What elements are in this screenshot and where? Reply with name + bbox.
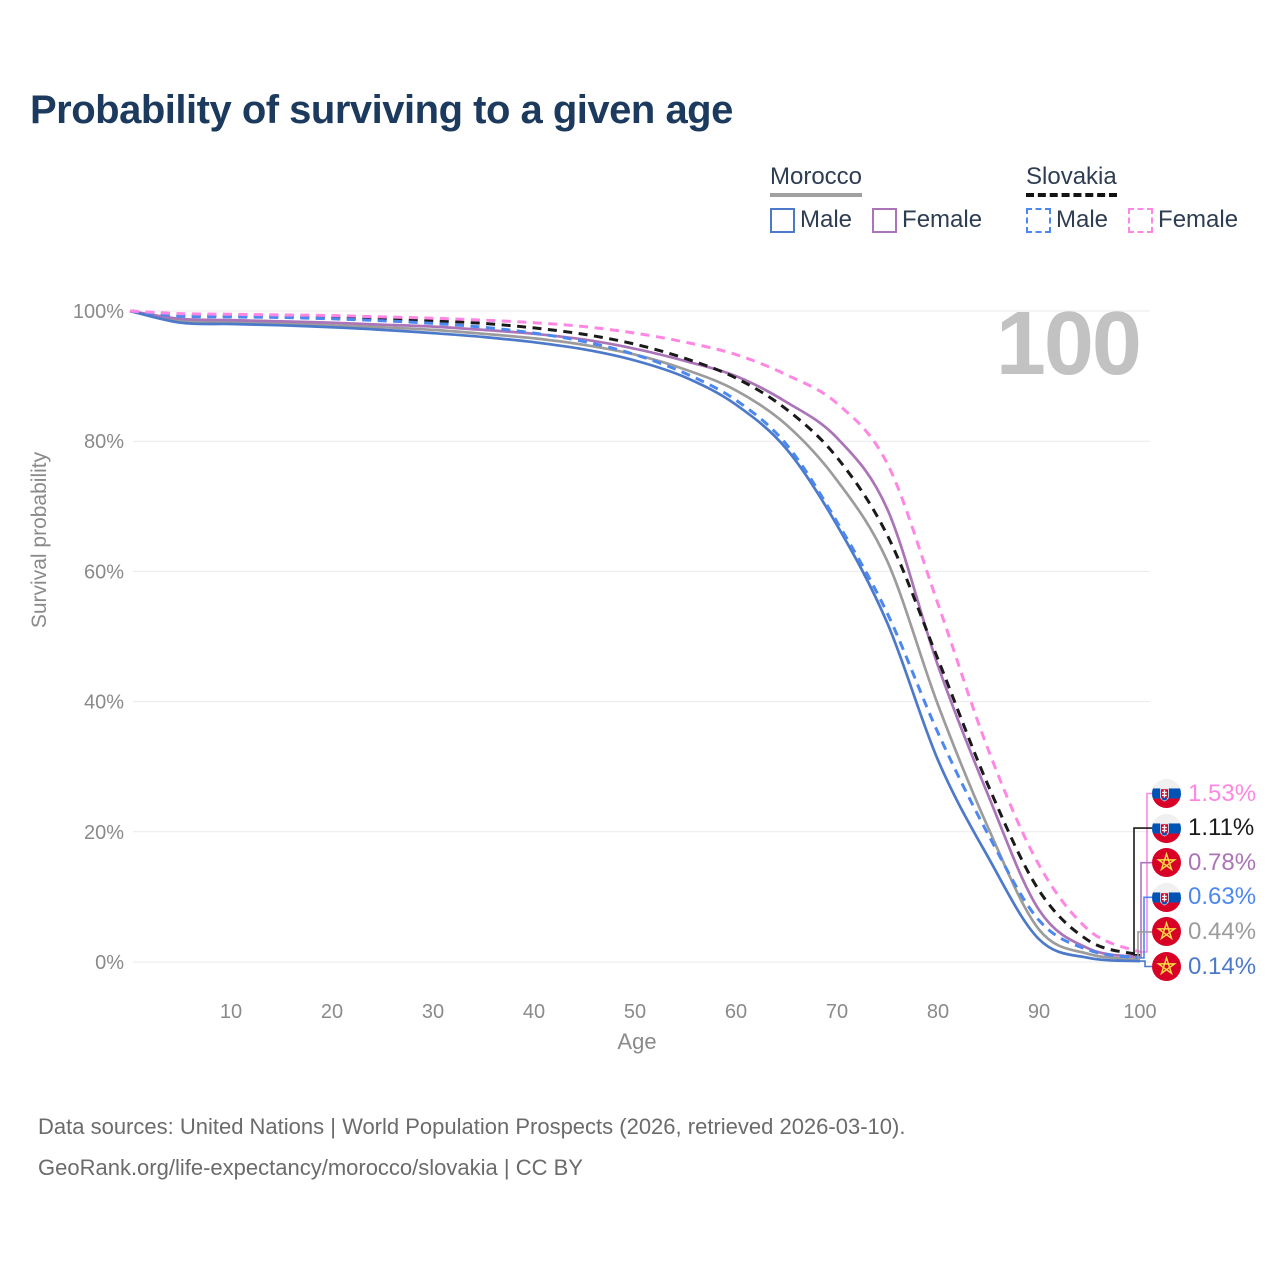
legend-group-title-slovakia: Slovakia (1026, 164, 1117, 197)
legend-swatch-slovakia-female-icon (1128, 207, 1154, 233)
x-axis-title: Age (617, 1029, 656, 1054)
legend-label-morocco-male: Male (800, 206, 853, 233)
leader-lines-layer (1133, 792, 1152, 968)
y-tick-label: 100% (73, 301, 124, 323)
curve-morocco_male (129, 309, 1141, 963)
legend-swatch-slovakia-male-icon (1026, 207, 1051, 233)
legend-label-slovakia-male: Male (1056, 206, 1109, 233)
legend-label-morocco-female: Female (902, 206, 983, 233)
data-sources-footer: Data sources: United Nations | World Pop… (38, 1106, 905, 1188)
x-tick-label: 20 (321, 1001, 343, 1023)
x-tick-label: 40 (523, 1001, 545, 1023)
footer-line-2: GeoRank.org/life-expectancy/morocco/slov… (38, 1155, 583, 1180)
legend-item-morocco-male: Male (770, 206, 852, 234)
footer-line-1: Data sources: United Nations | World Pop… (38, 1114, 906, 1139)
legend-group-title-morocco: Morocco (770, 164, 863, 197)
leader-line-slovakia_all (1133, 827, 1152, 956)
grid-layer (133, 310, 1150, 963)
x-tick-label: 30 (422, 1001, 444, 1023)
x-tick-label: 90 (1028, 1001, 1050, 1023)
legend-swatch-morocco-male-icon (770, 207, 795, 233)
leader-line-slovakia_male (1140, 896, 1152, 959)
y-tick-label: 60% (84, 561, 124, 583)
x-tick-label: 70 (826, 1001, 848, 1023)
legend-item-slovakia-female: Female (1128, 206, 1238, 234)
y-axis-title: Survival probability (28, 451, 51, 628)
y-tick-label: 80% (84, 431, 124, 453)
legend-item-slovakia-male: Male (1026, 206, 1108, 234)
page-title: Probability of surviving to a given age (30, 88, 733, 132)
x-tick-label: 10 (220, 1001, 242, 1023)
curves-layer (129, 309, 1141, 963)
leader-line-morocco_male (1140, 960, 1152, 968)
legend-group-morocco: Morocco Male Female (770, 164, 982, 234)
legend-label-slovakia-female: Female (1158, 206, 1239, 233)
curve-slovakia_female (129, 309, 1141, 954)
x-tick-label: 50 (624, 1001, 646, 1023)
ticks-layer: 0% 20% 40% 60% 80% 100% 10 20 30 40 50 60 70 80 90 100 (73, 301, 1157, 1023)
age-watermark: 100 (996, 294, 1140, 394)
legend-item-morocco-female: Female (872, 206, 982, 234)
curve-slovakia_all (129, 309, 1141, 957)
x-tick-label: 100 (1123, 1001, 1156, 1023)
curve-morocco_female (129, 309, 1141, 959)
legend-swatch-morocco-female-icon (872, 207, 898, 233)
y-tick-label: 20% (84, 822, 124, 844)
leader-line-morocco_female (1140, 861, 1152, 958)
curve-slovakia_male (129, 309, 1141, 960)
legend-group-slovakia: Slovakia Male Female (1026, 164, 1238, 234)
x-tick-label: 80 (927, 1001, 949, 1023)
y-tick-label: 40% (84, 692, 124, 714)
leader-line-morocco_all (1137, 931, 1152, 960)
curve-morocco_all (129, 309, 1141, 961)
y-tick-label: 0% (95, 952, 124, 974)
x-tick-label: 60 (725, 1001, 747, 1023)
